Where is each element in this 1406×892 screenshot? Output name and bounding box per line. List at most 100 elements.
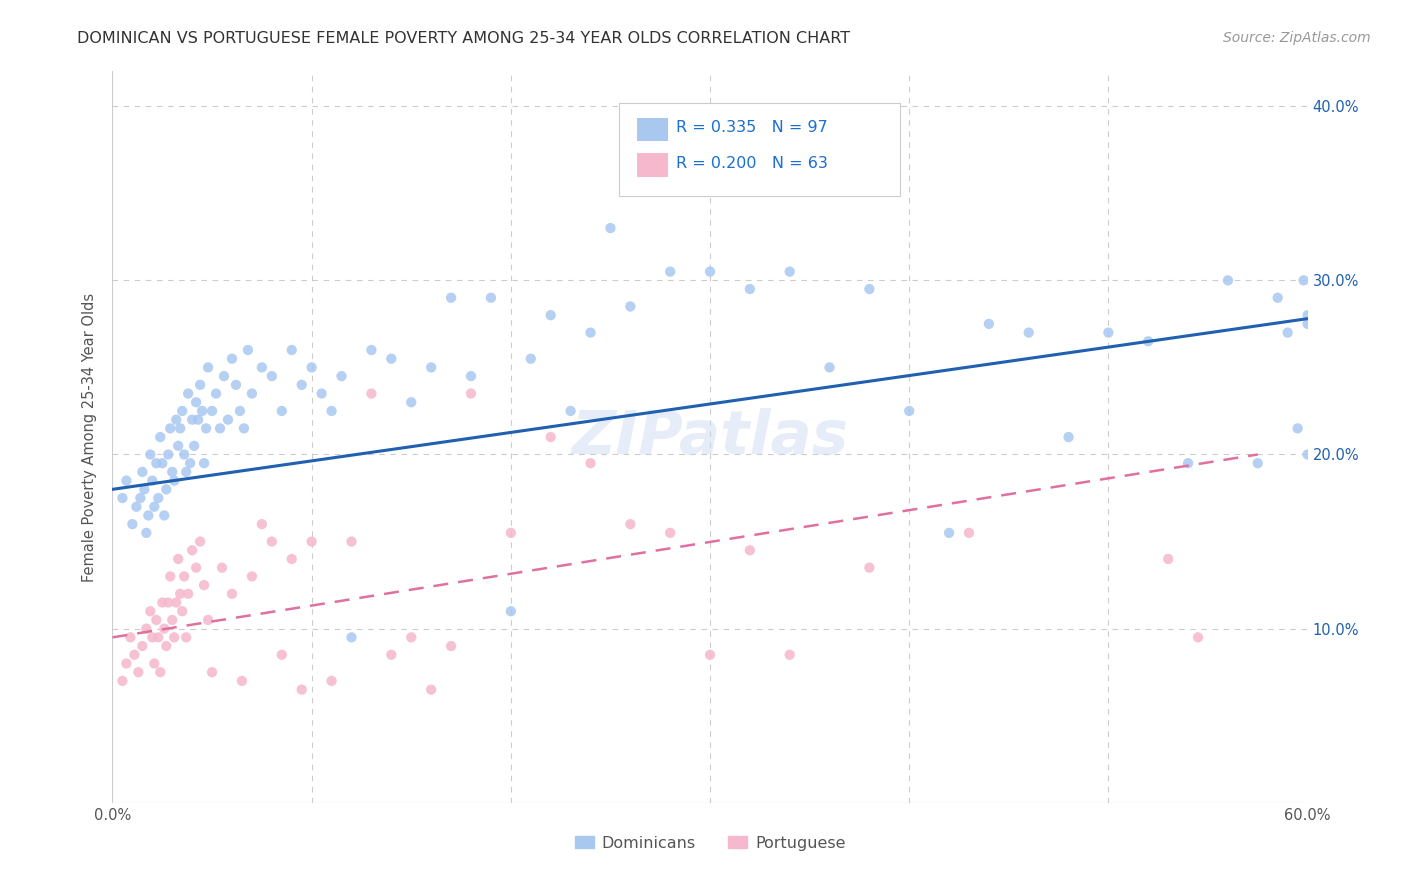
Point — [440, 639, 463, 653]
Point — [225, 377, 247, 392]
Point — [157, 595, 180, 609]
Point — [120, 631, 142, 645]
Point — [233, 421, 256, 435]
Point — [1296, 448, 1319, 462]
Point — [1187, 631, 1209, 645]
Point — [250, 517, 273, 532]
Point — [209, 421, 232, 435]
Point — [1277, 326, 1299, 340]
Point — [380, 648, 402, 662]
Point — [270, 404, 292, 418]
Point — [520, 351, 543, 366]
Point — [167, 439, 190, 453]
Point — [1292, 273, 1315, 287]
Point — [659, 525, 682, 540]
Point — [619, 517, 641, 532]
Point — [1267, 291, 1289, 305]
Point — [401, 631, 423, 645]
Point — [291, 377, 314, 392]
Point — [174, 465, 197, 479]
Point — [301, 360, 323, 375]
Point — [479, 291, 502, 305]
Point — [1097, 326, 1119, 340]
Point — [818, 360, 841, 375]
Point — [169, 421, 191, 435]
Point — [599, 221, 621, 235]
Point — [229, 404, 252, 418]
Point — [125, 500, 148, 514]
Point — [540, 308, 562, 322]
Point — [212, 369, 235, 384]
Point — [148, 631, 170, 645]
Point — [131, 639, 153, 653]
Point — [858, 560, 880, 574]
Point — [240, 386, 263, 401]
Point — [330, 369, 353, 384]
Text: DOMINICAN VS PORTUGUESE FEMALE POVERTY AMONG 25-34 YEAR OLDS CORRELATION CHART: DOMINICAN VS PORTUGUESE FEMALE POVERTY A… — [77, 31, 851, 46]
Point — [141, 631, 163, 645]
Point — [181, 412, 204, 426]
Point — [301, 534, 323, 549]
Point — [143, 657, 166, 671]
Point — [172, 404, 194, 418]
Point — [779, 648, 801, 662]
Point — [579, 456, 602, 470]
Point — [619, 300, 641, 314]
Point — [197, 613, 219, 627]
Point — [977, 317, 1000, 331]
Point — [420, 360, 443, 375]
Point — [139, 604, 162, 618]
Point — [380, 351, 402, 366]
Point — [460, 386, 482, 401]
Point — [217, 412, 239, 426]
Point — [177, 587, 200, 601]
Point — [201, 404, 224, 418]
Point — [260, 369, 283, 384]
Text: R = 0.335   N = 97: R = 0.335 N = 97 — [676, 120, 828, 135]
Point — [186, 395, 208, 409]
Point — [129, 491, 152, 505]
Point — [579, 326, 602, 340]
Point — [145, 456, 167, 470]
Point — [560, 404, 582, 418]
Point — [177, 386, 200, 401]
Point — [159, 569, 181, 583]
Point — [1286, 421, 1309, 435]
Point — [1018, 326, 1040, 340]
Point — [221, 351, 243, 366]
Point — [858, 282, 880, 296]
Point — [193, 578, 215, 592]
Point — [211, 560, 233, 574]
Point — [150, 456, 173, 470]
Point — [898, 404, 921, 418]
Point — [186, 560, 208, 574]
Point — [173, 448, 195, 462]
Point — [1137, 334, 1160, 349]
Point — [115, 474, 138, 488]
Point — [231, 673, 253, 688]
Point — [340, 534, 363, 549]
Point — [221, 587, 243, 601]
Point — [149, 665, 172, 680]
Point — [169, 587, 191, 601]
Point — [134, 483, 156, 497]
Point — [250, 360, 273, 375]
Point — [321, 673, 343, 688]
Point — [181, 543, 204, 558]
Point — [131, 465, 153, 479]
Point — [159, 421, 181, 435]
Point — [163, 631, 186, 645]
Point — [115, 657, 138, 671]
Point — [165, 595, 187, 609]
Point — [150, 595, 173, 609]
Point — [360, 386, 382, 401]
Point — [172, 604, 194, 618]
Point — [188, 377, 211, 392]
Point — [139, 448, 162, 462]
Point — [260, 534, 283, 549]
Point — [540, 430, 562, 444]
Point — [1216, 273, 1239, 287]
Point — [281, 343, 304, 357]
Point — [135, 525, 157, 540]
Point — [145, 613, 167, 627]
